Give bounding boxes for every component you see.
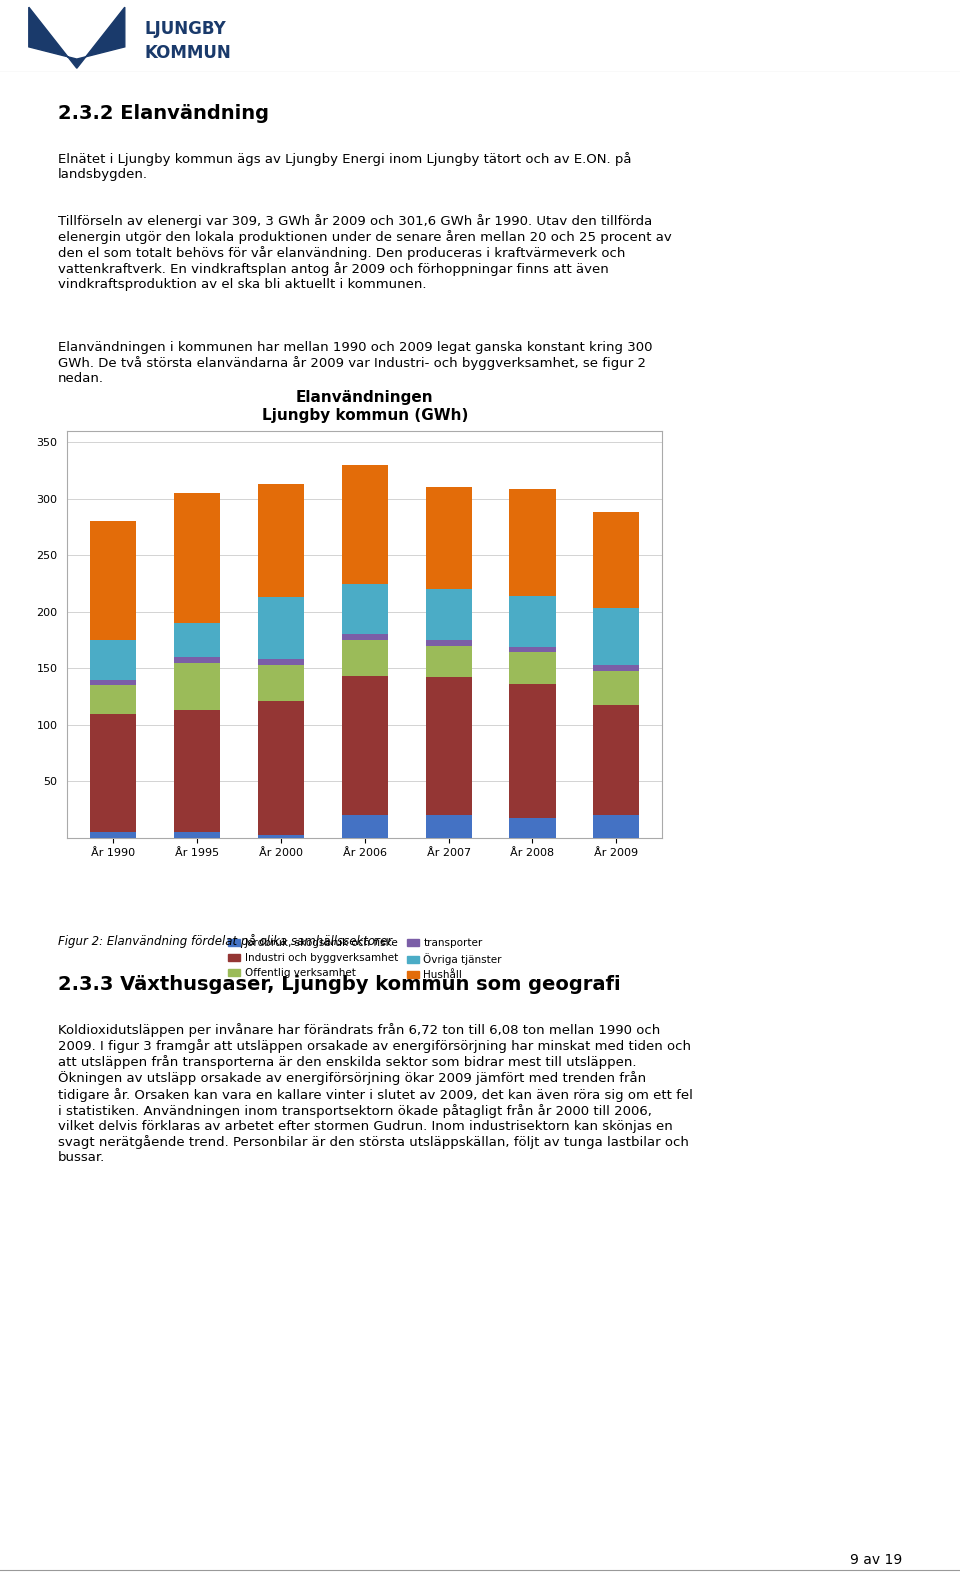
Bar — [593, 670, 639, 704]
Bar — [174, 493, 220, 622]
Legend: Jordbruk, skogsbruk och fiske, Industri och byggverksamhet, Offentlig verksamhet: Jordbruk, skogsbruk och fiske, Industri … — [223, 932, 507, 985]
Text: Figur 2: Elanvändning fördelat på olika samhällssektorer.: Figur 2: Elanvändning fördelat på olika … — [58, 934, 395, 948]
Text: KOMMUN: KOMMUN — [144, 45, 230, 62]
Text: Elanvändningen i kommunen har mellan 1990 och 2009 legat ganska konstant kring 3: Elanvändningen i kommunen har mellan 199… — [58, 342, 652, 385]
Bar — [258, 701, 304, 835]
Text: Tillförseln av elenergi var 309, 3 GWh år 2009 och 301,6 GWh år 1990. Utav den t: Tillförseln av elenergi var 309, 3 GWh å… — [58, 214, 671, 292]
Bar — [258, 835, 304, 838]
Bar — [174, 658, 220, 662]
Bar — [425, 487, 471, 589]
Text: Koldioxidutsläppen per invånare har förändrats från 6,72 ton till 6,08 ton mella: Koldioxidutsläppen per invånare har förä… — [58, 1023, 692, 1163]
Bar — [174, 710, 220, 832]
Bar — [258, 666, 304, 701]
Text: ✦: ✦ — [68, 22, 85, 41]
Bar — [342, 677, 388, 816]
Bar — [90, 832, 136, 838]
Bar — [425, 816, 471, 838]
Bar — [90, 685, 136, 713]
Bar — [174, 832, 220, 838]
Bar — [90, 680, 136, 685]
Bar — [90, 640, 136, 680]
Bar — [174, 622, 220, 658]
Text: LJUNGBY: LJUNGBY — [144, 19, 226, 38]
Text: Elnätet i Ljungby kommun ägs av Ljungby Energi inom Ljungby tätort och av E.ON. : Elnätet i Ljungby kommun ägs av Ljungby … — [58, 152, 631, 180]
Bar — [342, 816, 388, 838]
Text: 2.3.2 Elanvändning: 2.3.2 Elanvändning — [58, 104, 269, 123]
Bar — [342, 584, 388, 635]
Bar — [258, 597, 304, 659]
Polygon shape — [29, 8, 125, 69]
Bar — [593, 816, 639, 838]
Text: 2.3.3 Växthusgaser, Ljungby kommun som geografi: 2.3.3 Växthusgaser, Ljungby kommun som g… — [58, 975, 620, 994]
Bar — [593, 704, 639, 816]
Bar — [90, 522, 136, 640]
Bar — [510, 685, 556, 817]
Bar — [425, 646, 471, 677]
Bar — [593, 512, 639, 608]
Bar — [90, 713, 136, 832]
Bar — [342, 635, 388, 640]
Bar — [510, 595, 556, 646]
Text: 9 av 19: 9 av 19 — [851, 1553, 902, 1567]
Bar — [258, 484, 304, 597]
Bar — [593, 666, 639, 670]
Bar — [510, 653, 556, 685]
Bar — [425, 589, 471, 640]
Title: Elanvändningen
Ljungby kommun (GWh): Elanvändningen Ljungby kommun (GWh) — [262, 391, 468, 423]
Bar — [342, 640, 388, 677]
Bar — [258, 659, 304, 666]
Bar — [593, 608, 639, 666]
Bar — [174, 662, 220, 710]
Bar — [425, 640, 471, 646]
Bar — [342, 464, 388, 584]
Bar — [425, 677, 471, 816]
Bar — [510, 646, 556, 653]
Bar — [510, 488, 556, 595]
Bar — [510, 817, 556, 838]
